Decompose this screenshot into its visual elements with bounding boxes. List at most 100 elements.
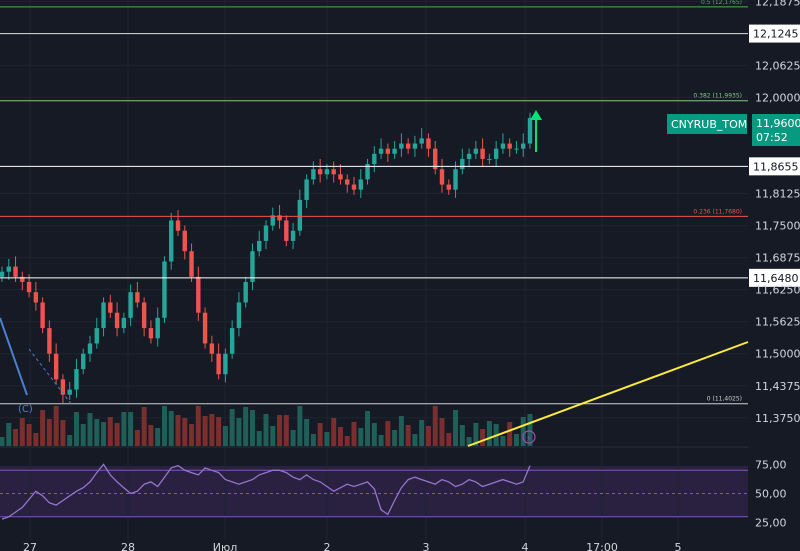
level-label: 0.5 (12,1765) bbox=[701, 0, 742, 6]
up-arrow-icon bbox=[530, 110, 542, 152]
volume-bar bbox=[13, 429, 19, 446]
volume-bar bbox=[209, 414, 215, 446]
time-tick-label: 4 bbox=[522, 541, 529, 551]
candle-body bbox=[338, 174, 343, 180]
candle-body bbox=[277, 215, 282, 221]
volume-bar bbox=[310, 434, 316, 446]
price-tick-label: 11,5000 bbox=[755, 348, 800, 361]
volume-bar bbox=[128, 412, 134, 446]
volume-bar bbox=[94, 419, 100, 446]
volume-bar bbox=[290, 430, 296, 446]
volume-bar bbox=[513, 434, 519, 446]
candle-body bbox=[175, 220, 181, 231]
candle-body bbox=[426, 138, 431, 149]
volume-bar bbox=[527, 414, 533, 446]
candle-body bbox=[0, 271, 5, 277]
volume-bar bbox=[19, 418, 25, 446]
rsi-line bbox=[1, 463, 531, 520]
price-tick-label: 11,6250 bbox=[755, 284, 800, 297]
volume-bar bbox=[46, 419, 52, 446]
wave-line[interactable] bbox=[0, 317, 28, 396]
volume-bar bbox=[67, 435, 73, 446]
volume-bar bbox=[73, 412, 79, 446]
candle-body bbox=[331, 169, 336, 175]
price-axis[interactable]: 12,1875 12,0625 12,0000 11,8125 11,7500 11,68… bbox=[755, 0, 800, 425]
volume-bar bbox=[189, 424, 195, 446]
candle-body bbox=[60, 379, 66, 395]
candle-body bbox=[439, 169, 445, 185]
wave-label: (C) bbox=[18, 404, 33, 415]
candle-body bbox=[101, 302, 106, 329]
level-label: 0 (11,4025) bbox=[707, 396, 742, 403]
candle-body bbox=[378, 148, 384, 154]
volume-bar bbox=[202, 416, 208, 446]
time-tick-label: 27 bbox=[23, 541, 37, 551]
volume-bar bbox=[283, 415, 289, 446]
volume-bar bbox=[371, 423, 377, 446]
candle-body bbox=[311, 169, 316, 180]
candle-body bbox=[405, 143, 411, 149]
candle-body bbox=[33, 292, 39, 303]
volume-bar bbox=[229, 409, 235, 446]
volume-bar bbox=[432, 406, 438, 446]
candle-body bbox=[216, 353, 221, 375]
time-tick-label: 2 bbox=[324, 541, 331, 551]
candle-body bbox=[108, 302, 113, 313]
price-tick-label: 12,0625 bbox=[755, 59, 800, 72]
symbol-tag[interactable]: CNYRUB_TOM 11,9600 07:52 bbox=[667, 114, 800, 146]
candle-body bbox=[365, 164, 370, 180]
candle-body bbox=[141, 302, 147, 329]
candle-body bbox=[229, 328, 235, 354]
candle-body bbox=[196, 276, 201, 313]
candle-body bbox=[399, 143, 404, 149]
volume-bar bbox=[459, 425, 465, 446]
volume-bar bbox=[351, 422, 357, 446]
candle-body bbox=[284, 220, 289, 241]
volume-bar bbox=[53, 406, 59, 446]
volume-bar bbox=[216, 417, 222, 446]
candle-body bbox=[521, 143, 526, 149]
candle-body bbox=[20, 276, 25, 282]
volume-bar bbox=[425, 426, 431, 446]
candle-body bbox=[392, 148, 397, 154]
candle-body bbox=[128, 292, 133, 318]
price-tick-label: 11,5625 bbox=[755, 316, 800, 329]
candle-body bbox=[480, 148, 485, 159]
candle-body bbox=[162, 261, 167, 318]
level-label: 0.382 (11,9935) bbox=[693, 93, 742, 100]
candle-body bbox=[351, 184, 357, 190]
candle-body bbox=[202, 312, 208, 344]
candle-body bbox=[345, 179, 350, 185]
volume-bar bbox=[405, 425, 411, 446]
time-tick-label: Июл bbox=[213, 541, 238, 551]
volume-bar bbox=[243, 407, 249, 446]
price-tick-label: 11,3750 bbox=[755, 412, 800, 425]
level-tag-text: 11,6480 bbox=[753, 272, 799, 285]
candle-body bbox=[223, 353, 228, 375]
price-tick-label: 11,6875 bbox=[755, 252, 800, 265]
candle-body bbox=[466, 153, 472, 159]
volume-bars bbox=[0, 406, 533, 446]
candle-body bbox=[412, 143, 418, 149]
price-tick-label: 11,4375 bbox=[755, 380, 800, 393]
volume-bar bbox=[87, 413, 93, 446]
time-tick-label: 5 bbox=[675, 541, 682, 551]
time-axis[interactable]: 27 28 Июл 2 3 4 17:00 5 bbox=[23, 541, 682, 551]
volume-bar bbox=[249, 410, 255, 446]
level-tag bbox=[749, 24, 800, 43]
volume-bar bbox=[168, 411, 174, 446]
volume-bar bbox=[473, 423, 479, 446]
candle-body bbox=[446, 184, 451, 190]
candle-body bbox=[297, 199, 303, 231]
trendline[interactable] bbox=[467, 341, 749, 447]
candle-body bbox=[121, 317, 127, 329]
candle-body bbox=[189, 251, 194, 277]
lightning-icon[interactable]: ⚡ bbox=[522, 430, 536, 444]
volume-bar bbox=[270, 426, 276, 446]
candle-body bbox=[317, 169, 323, 175]
volume-bar bbox=[6, 423, 12, 446]
volume-bar bbox=[331, 418, 337, 446]
horizontal-levels[interactable]: 0.5 (12,1765) 12,1245 0.382 (11,9935) 11,86… bbox=[0, 0, 800, 405]
volume-bar bbox=[378, 435, 384, 446]
